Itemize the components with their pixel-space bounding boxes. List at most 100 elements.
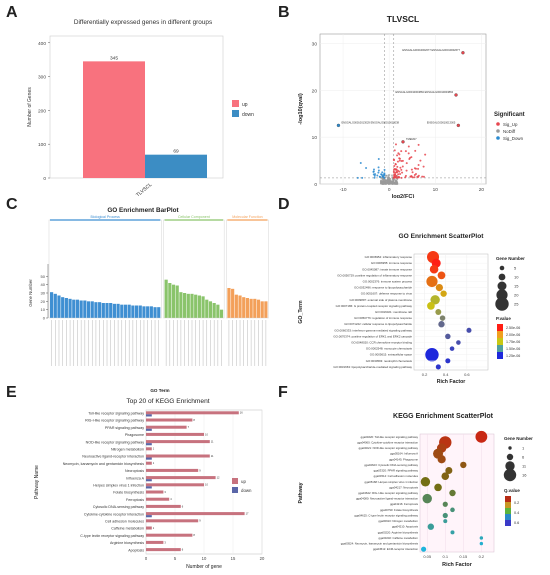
chart-e-kegg-bar: GO Term Top 20 of KEGG Enrichment 0 5 10 15 20… — [34, 388, 265, 570]
term-point — [427, 523, 435, 530]
panel-b-label: B — [278, 4, 290, 21]
go-bar — [238, 295, 242, 318]
labeled-point — [401, 140, 405, 144]
point-label: ENSGALG00010013005 — [427, 120, 456, 124]
term-point — [437, 455, 446, 464]
chart-d-go-scatter: GO Enrichment ScatterPlot 0.2 0.4 0.6 GO:000… — [298, 233, 525, 385]
panel-e-label: E — [6, 384, 17, 401]
term-point — [425, 348, 439, 362]
term-point — [450, 507, 455, 513]
term-label: gga04210: Apoptosis — [392, 525, 419, 529]
bar-down — [146, 414, 152, 417]
point-sig-up — [398, 157, 401, 160]
point-sig-up — [395, 174, 398, 177]
bar-up — [83, 61, 145, 178]
x-axis-label: log2(FC) — [392, 194, 415, 198]
category-label: Nitrogen metabolism — [111, 447, 144, 451]
term-point — [441, 472, 450, 480]
point-sig-down — [372, 170, 375, 173]
y-tick-label: 10 — [41, 307, 46, 312]
point-sig-up — [417, 167, 420, 170]
point-sig-up — [424, 153, 427, 156]
term-point — [435, 283, 443, 292]
go-bar — [168, 283, 172, 318]
term-point — [435, 364, 441, 370]
point-sig-down — [356, 176, 359, 179]
category-label: Influenza A — [126, 476, 144, 480]
x-tick-label: 0.4 — [443, 372, 449, 377]
go-bar — [208, 301, 213, 318]
go-bar — [50, 292, 54, 318]
term-point — [439, 315, 446, 321]
go-bar — [242, 297, 246, 318]
bar-up-value: 10 — [205, 432, 208, 436]
bar-up-value: 3 — [164, 540, 166, 544]
term-label: GO:0070374: positive regulation of ERK1 … — [333, 334, 412, 338]
go-bar — [94, 302, 98, 318]
legend-swatch — [232, 478, 238, 484]
legend-marker — [496, 122, 500, 126]
term-label: gga04620: Toll-like receptor signaling p… — [361, 435, 419, 439]
category-label: Necroptosis — [125, 469, 144, 473]
chart-title: KEGG Enrichment ScatterPlot — [393, 413, 494, 420]
term-point — [429, 264, 439, 274]
go-bar — [53, 293, 57, 318]
point-nodiff — [385, 174, 387, 177]
point-sig-down — [377, 171, 380, 174]
x-tick-label: 10 — [433, 187, 439, 193]
category-label: Cytokine-cytokine receptor interaction — [84, 512, 144, 516]
point-sig-up — [416, 175, 419, 178]
color-legend-label: 1.25e-06 — [506, 354, 520, 358]
term-point — [449, 489, 456, 497]
color-legend-title: Q.value — [504, 488, 520, 493]
x-tick-label: 20 — [260, 556, 265, 561]
go-bar — [197, 295, 201, 318]
y-tick-label: 30 — [41, 291, 46, 296]
legend-label-up: up — [242, 102, 248, 108]
go-bar — [219, 309, 224, 318]
point-nodiff — [396, 178, 399, 181]
go-bar — [72, 299, 76, 318]
term-point — [421, 546, 427, 552]
y-axis-label: Pathway Name — [34, 465, 40, 499]
point-sig-up — [397, 152, 400, 155]
term-label: gga04145: Phagosome — [389, 457, 418, 461]
go-bar — [98, 302, 102, 318]
point-sig-down — [381, 171, 384, 174]
go-bar — [134, 305, 139, 318]
bar-up-value: 12 — [217, 476, 220, 480]
bar-up-value: 1 — [153, 526, 155, 530]
color-legend-title: P.value — [496, 316, 511, 321]
bar-up-value: 6 — [182, 504, 184, 508]
point-sig-up — [411, 171, 414, 174]
color-legend-swatch — [497, 331, 503, 338]
bar-up — [146, 526, 152, 530]
point-label: ENSGALG00010013029 ENSGALG00010013038 — [341, 120, 399, 124]
point-sig-up — [401, 165, 404, 168]
chart-subtitle: GO Term — [150, 388, 169, 393]
x-axis-label: Number of gene — [186, 564, 222, 570]
size-legend-title: Gene Number — [504, 436, 533, 441]
go-bar — [179, 292, 183, 318]
size-legend-marker — [499, 265, 505, 271]
bar-up — [146, 490, 164, 494]
x-tick-label: 10 — [202, 556, 207, 561]
term-label: gga04512: ECM-receptor interaction — [373, 547, 419, 551]
point-sig-down — [373, 176, 376, 179]
point-sig-down — [376, 174, 379, 177]
go-bar — [175, 285, 179, 318]
y-axis-label: GO_Term — [298, 300, 304, 324]
term-point — [450, 530, 455, 535]
size-legend-title: Gene Number — [496, 256, 525, 261]
term-point — [479, 536, 484, 540]
bar-up — [146, 548, 181, 552]
term-point — [449, 346, 455, 351]
y-axis-label: Pathway — [298, 482, 304, 503]
y-tick-label: 300 — [38, 75, 46, 81]
bar-up-value: 17 — [246, 512, 249, 516]
go-bar — [79, 300, 83, 318]
term-point — [422, 493, 432, 504]
size-legend-marker — [503, 468, 517, 482]
term-label: GO:0050776: regulation of immune respons… — [354, 316, 412, 320]
point-label: ENSGALG00010002677 ENSGALG00010002677 — [402, 48, 460, 52]
